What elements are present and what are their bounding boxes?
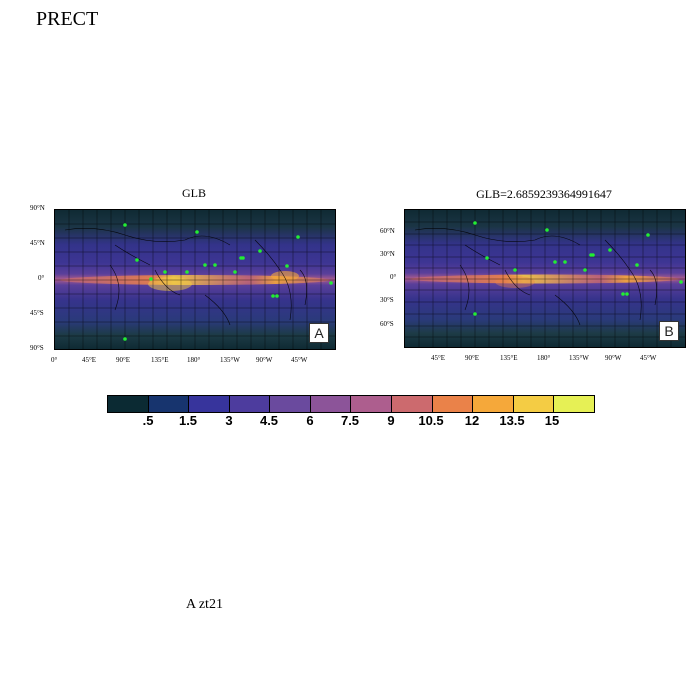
colorbar-swatch: [513, 396, 555, 412]
map-panel-b[interactable]: B: [404, 209, 686, 348]
lon-label: 135°W: [220, 356, 240, 364]
colorbar-swatch: [351, 396, 393, 412]
lon-label: 0°: [51, 356, 58, 364]
lon-label: 135°E: [500, 354, 518, 362]
lon-label: 90°E: [116, 356, 131, 364]
lon-label: 135°W: [569, 354, 589, 362]
lat-label: 0°: [38, 274, 45, 282]
colorbar-label: .5: [142, 413, 154, 428]
colorbar-label: 3: [225, 413, 233, 428]
lon-label: 90°E: [465, 354, 480, 362]
colorbar-swatch: [148, 396, 190, 412]
lat-label: 60°N: [380, 227, 395, 235]
colorbar-label: 7.5: [340, 413, 360, 428]
colorbar-swatch: [310, 396, 352, 412]
colorbar-label: 6: [306, 413, 314, 428]
lon-label: 45°E: [431, 354, 446, 362]
panel-a-tag: A: [309, 323, 329, 343]
colorbar-swatch: [270, 396, 311, 412]
colorbar-swatch: [189, 396, 230, 412]
colorbar-swatch: [229, 396, 271, 412]
colorbar-label: 13.5: [499, 413, 525, 428]
colorbar-label: 10.5: [418, 413, 444, 428]
lon-label: 135°E: [151, 356, 169, 364]
lon-label: 180°: [537, 354, 551, 362]
panel-a-title: GLB: [182, 186, 206, 200]
lat-label: 45°N: [30, 239, 45, 247]
colorbar-swatch: [554, 396, 594, 412]
colorbar-label: 12: [464, 413, 480, 428]
colorbar-label: 1.5: [178, 413, 198, 428]
footer-caption: A zt21: [186, 597, 223, 612]
lat-label: 90°S: [30, 344, 44, 352]
colorbar-swatch: [392, 396, 433, 412]
lat-label: 90°N: [30, 204, 45, 212]
lat-label: 45°S: [30, 309, 44, 317]
page-title: PRECT: [36, 8, 99, 30]
lat-label: 30°N: [380, 250, 395, 258]
lon-label: 45°W: [291, 356, 308, 364]
colorbar-swatch: [473, 396, 514, 412]
colorbar: [107, 395, 595, 413]
lon-label: 90°W: [256, 356, 273, 364]
colorbar-swatch: [432, 396, 474, 412]
map-panel-a[interactable]: A: [54, 209, 336, 350]
lon-label: 90°W: [605, 354, 622, 362]
lon-label: 180°: [187, 356, 201, 364]
lon-label: 45°E: [82, 356, 97, 364]
colorbar-label: 4.5: [259, 413, 279, 428]
lat-label: 0°: [390, 273, 397, 281]
panel-b-tag: B: [659, 321, 679, 341]
panel-b-title: GLB=2.6859239364991647: [476, 187, 612, 201]
colorbar-label: 9: [387, 413, 395, 428]
colorbar-label: 15: [544, 413, 560, 428]
lat-label: 30°S: [380, 296, 394, 304]
precip-map-a: [55, 210, 335, 349]
precip-map-b: [405, 210, 685, 347]
colorbar-swatch: [108, 396, 149, 412]
lat-label: 60°S: [380, 320, 394, 328]
lon-label: 45°W: [640, 354, 657, 362]
